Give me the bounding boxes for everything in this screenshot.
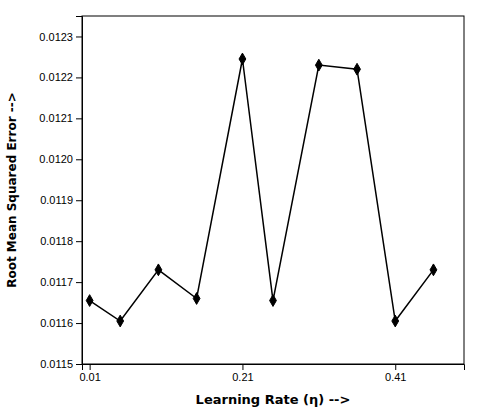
tick-mark [395, 364, 396, 370]
point [315, 59, 322, 71]
y-axis-title: Root Mean Squared Error --> [5, 92, 19, 288]
tick: 0.0115 [40, 358, 82, 370]
tick-label: 0.01 [79, 371, 100, 383]
tick-label: 0.0122 [39, 71, 73, 83]
tick-mark [76, 36, 82, 37]
tick-mark [242, 364, 243, 370]
line [90, 59, 434, 321]
point [239, 53, 246, 65]
point [86, 295, 93, 307]
tick: 0.41 [385, 364, 406, 383]
point [155, 264, 162, 276]
tick: 0.0117 [40, 276, 82, 288]
tick-label: 0.0115 [40, 358, 73, 370]
tick-label: 0.0117 [40, 276, 73, 288]
tick: 0.0121 [39, 112, 82, 124]
tick-mark [76, 364, 82, 365]
tick-mark [90, 364, 91, 370]
tick: 0.0123 [39, 30, 82, 42]
point [392, 315, 399, 327]
tick-label: 0.41 [385, 371, 406, 383]
x-axis-title: Learning Rate (η) --> [196, 392, 351, 407]
tick: 0.0119 [40, 194, 82, 206]
tick-label: 0.0121 [39, 112, 73, 124]
tick: 0.21 [232, 364, 253, 383]
tick: 0.01 [79, 364, 100, 383]
tick-label: 0.0120 [39, 153, 73, 165]
tick-mark [76, 159, 82, 160]
tick-label: 0.21 [232, 371, 253, 383]
tick-label: 0.0119 [40, 194, 73, 206]
tick: 0.0118 [40, 235, 82, 247]
series [86, 53, 437, 327]
tick-label: 0.0116 [40, 317, 73, 329]
tick-mark [76, 241, 82, 242]
tick-label: 0.0123 [39, 30, 73, 42]
tick-label: 0.0118 [40, 235, 73, 247]
axis-line [76, 17, 83, 365]
point [117, 315, 124, 327]
y-axis: 0.0115 0.0116 0.0117 0.0118 0.0119 0.0120 0.01… [39, 17, 82, 371]
point [270, 295, 277, 307]
chart: 0.010.210.410.01150.01160.01170.01180.01… [0, 0, 486, 416]
tick-mark [76, 200, 82, 201]
tick-mark [76, 323, 82, 324]
tick: 0.0122 [39, 71, 82, 83]
plot-frame [82, 16, 464, 364]
tick-mark [76, 77, 82, 78]
tick-mark [76, 118, 82, 119]
x-axis: 0.01 0.21 0.41 [79, 364, 464, 383]
point [430, 264, 437, 276]
plot: 0.010.210.410.01150.01160.01170.01180.01… [39, 16, 464, 383]
tick: 0.0120 [39, 153, 82, 165]
tick: 0.0116 [40, 317, 82, 329]
point [193, 293, 200, 305]
tick-mark [76, 282, 82, 283]
point [354, 63, 361, 75]
axis-line [83, 365, 465, 371]
